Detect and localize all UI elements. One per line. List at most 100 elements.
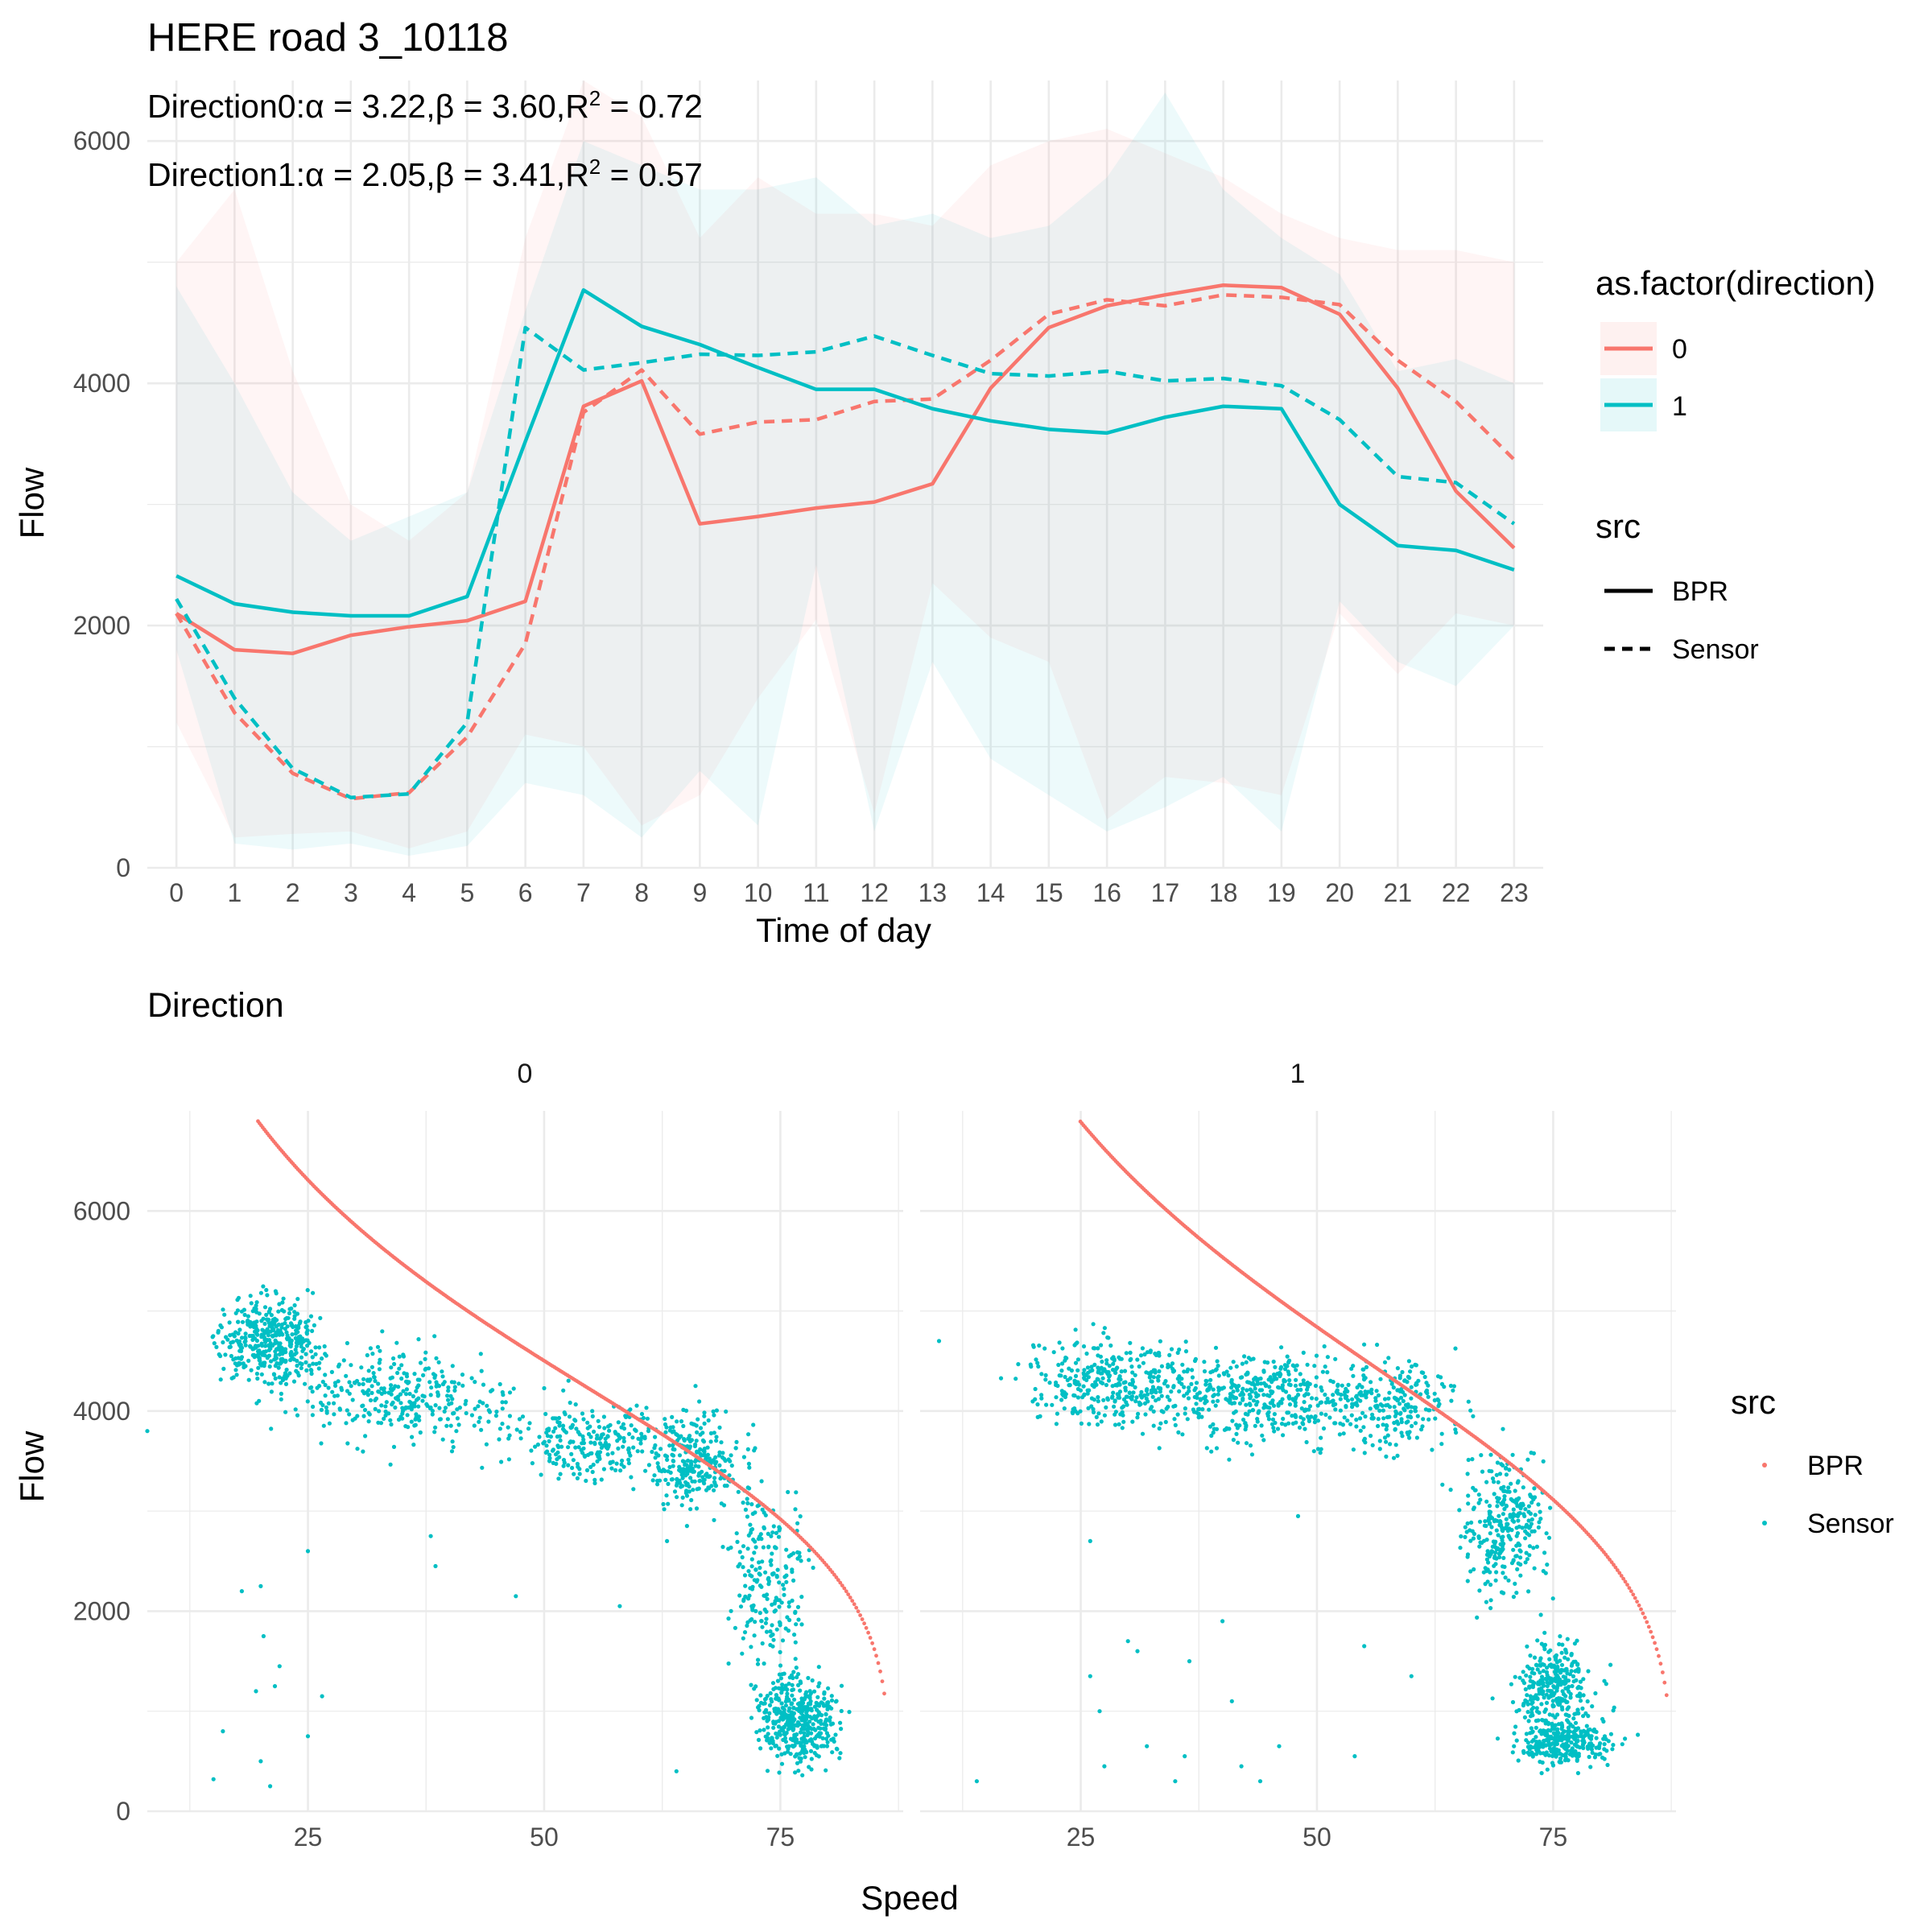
sensor-point [665, 1538, 670, 1543]
sensor-point [1490, 1696, 1495, 1701]
sensor-point [639, 1411, 645, 1417]
y-tick-label: 6000 [73, 1196, 130, 1225]
sensor-point [765, 1736, 770, 1740]
sensor-point [774, 1574, 779, 1579]
sensor-point [804, 1707, 809, 1712]
sensor-point [795, 1674, 799, 1680]
sensor-point [410, 1435, 415, 1439]
sensor-point [1569, 1740, 1574, 1745]
sensor-point [1536, 1525, 1541, 1530]
sensor-point [1560, 1707, 1565, 1712]
sensor-point [1192, 1388, 1197, 1393]
sensor-point [1525, 1740, 1530, 1745]
sensor-point [454, 1429, 459, 1434]
sensor-point [1047, 1381, 1052, 1385]
sensor-point [1364, 1364, 1369, 1369]
sensor-point [345, 1408, 349, 1413]
sensor-point [264, 1287, 269, 1293]
sensor-point [1578, 1699, 1583, 1703]
sensor-point [329, 1369, 334, 1374]
sensor-point [1307, 1404, 1313, 1409]
sensor-point [796, 1617, 801, 1622]
sensor-point [767, 1703, 773, 1707]
sensor-point [1072, 1393, 1077, 1398]
sensor-point [1531, 1682, 1536, 1687]
sensor-point [1550, 1699, 1555, 1703]
sensor-point [1485, 1549, 1490, 1554]
x-tick-label: 10 [744, 878, 773, 907]
sensor-point [1240, 1375, 1245, 1380]
x-tick-label: 50 [1302, 1823, 1331, 1852]
sensor-point [1294, 1414, 1298, 1418]
sensor-point [753, 1545, 758, 1550]
sensor-point [561, 1458, 567, 1463]
sensor-point [1234, 1422, 1239, 1427]
sensor-point [309, 1349, 314, 1354]
sensor-point [795, 1521, 800, 1525]
sensor-point [825, 1740, 830, 1744]
sensor-point [1034, 1357, 1038, 1362]
sensor-point [766, 1545, 771, 1550]
sensor-point [683, 1480, 688, 1484]
sensor-point [303, 1352, 308, 1356]
sensor-point [310, 1413, 315, 1418]
sensor-point [1530, 1517, 1534, 1522]
sensor-point [267, 1338, 272, 1343]
sensor-point [1079, 1421, 1084, 1426]
sensor-point [1351, 1364, 1356, 1368]
sensor-point [412, 1372, 417, 1377]
sensor-point [235, 1308, 240, 1313]
sensor-point [256, 1352, 261, 1356]
sensor-point [1055, 1411, 1059, 1416]
sensor-point [1319, 1388, 1324, 1393]
sensor-point [1078, 1388, 1084, 1393]
alpha-symbol: α [305, 156, 324, 193]
sensor-point [1182, 1369, 1187, 1374]
sensor-point [770, 1681, 776, 1686]
sensor-point [1484, 1600, 1488, 1604]
sensor-point [1208, 1385, 1213, 1389]
sensor-point [1546, 1737, 1551, 1743]
sensor-point [1468, 1528, 1472, 1533]
sensor-point [758, 1566, 762, 1571]
sensor-point [1531, 1546, 1536, 1550]
sensor-point [1555, 1712, 1560, 1717]
sensor-point [826, 1686, 831, 1690]
sensor-point [588, 1451, 593, 1456]
sensor-point [1369, 1391, 1374, 1396]
sensor-point [221, 1307, 225, 1312]
sensor-point [1563, 1758, 1567, 1763]
sensor-point [770, 1739, 775, 1744]
sensor-point [653, 1443, 658, 1448]
sensor-point [576, 1445, 581, 1450]
sensor-point [751, 1603, 756, 1608]
sensor-point [377, 1367, 382, 1372]
sensor-point [754, 1730, 759, 1735]
sensor-point [1538, 1759, 1542, 1765]
sensor-point [746, 1569, 751, 1574]
sensor-point [790, 1693, 795, 1698]
sensor-point [764, 1629, 770, 1634]
bpr-point [1635, 1600, 1639, 1604]
sensor-point [735, 1539, 740, 1544]
sensor-point [805, 1732, 810, 1737]
sensor-point [1060, 1361, 1065, 1366]
sensor-point [1514, 1738, 1519, 1743]
facet-label-1: 1 [1290, 1059, 1306, 1089]
sensor-point [1117, 1422, 1121, 1426]
sensor-point [1169, 1347, 1174, 1352]
sensor-point [1131, 1390, 1136, 1395]
sensor-point [494, 1410, 499, 1414]
equals-sign: = [324, 156, 362, 193]
sensor-point [793, 1657, 798, 1662]
sensor-point [807, 1695, 812, 1700]
bpr-point [1619, 1574, 1624, 1578]
x-tick-label: 19 [1267, 878, 1296, 907]
sensor-point [643, 1468, 648, 1473]
sensor-point [775, 1707, 781, 1711]
sensor-point [428, 1405, 433, 1410]
sensor-point [1525, 1693, 1530, 1698]
sensor-point [696, 1464, 701, 1469]
sensor-point [1159, 1364, 1164, 1368]
sensor-point [480, 1465, 485, 1470]
